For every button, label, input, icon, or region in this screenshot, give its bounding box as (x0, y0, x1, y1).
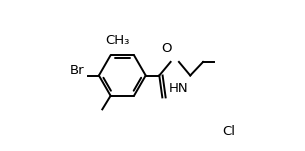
Text: Cl: Cl (223, 125, 236, 138)
Text: O: O (162, 42, 172, 55)
Text: HN: HN (168, 82, 188, 95)
Text: CH₃: CH₃ (105, 34, 129, 47)
Text: Br: Br (70, 64, 84, 77)
